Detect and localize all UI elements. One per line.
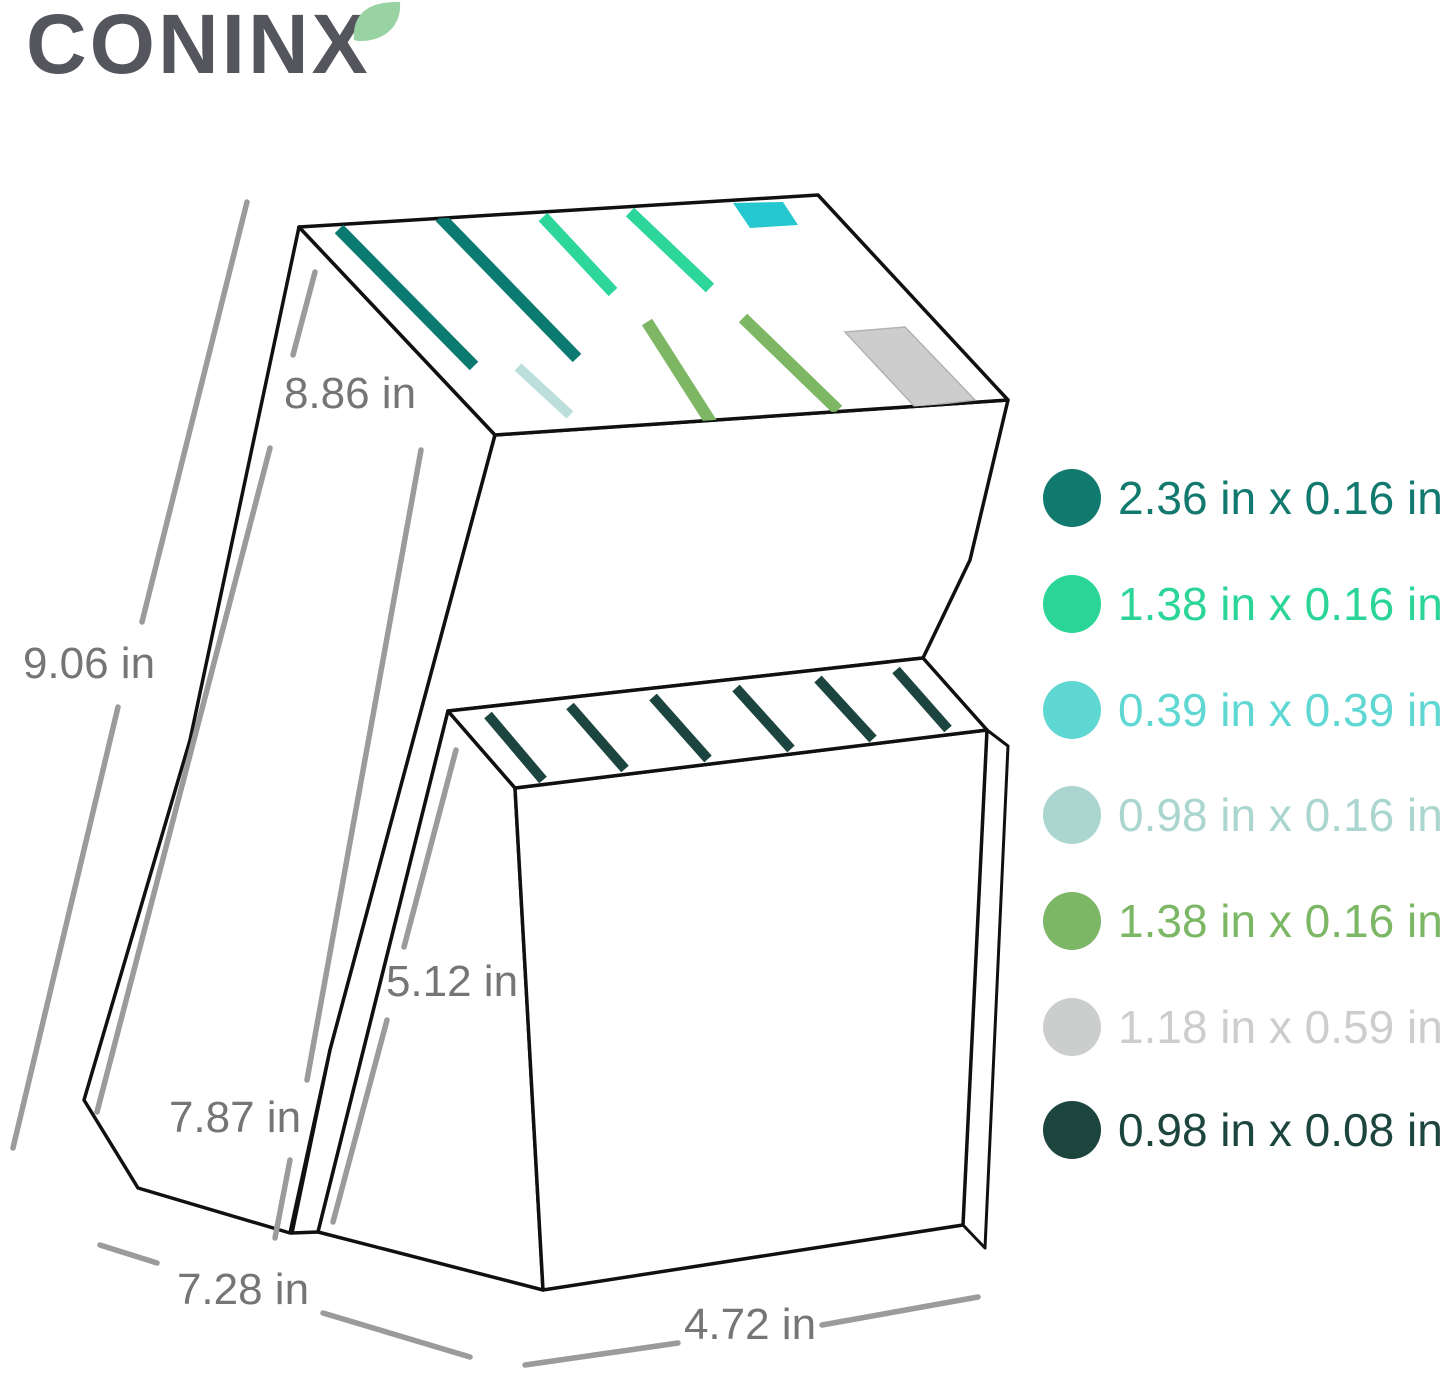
- legend-label: 0.39 in x 0.39 in: [1118, 684, 1443, 736]
- lower-block-top-face: [446, 656, 989, 790]
- steak-knife-slot-1: [484, 711, 547, 784]
- steak-knife-slot-6: [892, 666, 952, 733]
- legend-label: 1.38 in x 0.16 in: [1118, 895, 1443, 947]
- legend-swatch: [1043, 681, 1101, 739]
- brand-logo-text: CONINX: [26, 0, 371, 91]
- sharpener-slot-cyan: [733, 202, 798, 228]
- dimension-line-slant-depth-b: [94, 445, 273, 1115]
- dimension-line-base-width-b: [819, 1294, 981, 1328]
- knife-slot-teal-2: [435, 212, 582, 363]
- steak-knife-slot-2: [566, 702, 629, 773]
- knife-slot-mint-1: [538, 212, 618, 297]
- dimension-line-base-width-a: [522, 1340, 681, 1368]
- dimension-line-base-depth-a: [97, 1242, 160, 1266]
- legend-label: 1.38 in x 0.16 in: [1118, 578, 1443, 630]
- dimension-line-back-height-b: [10, 704, 121, 1151]
- dimension-line-inner-edge-b: [272, 1157, 293, 1241]
- legend-swatch: [1043, 469, 1101, 527]
- legend-item: 0.98 in x 0.16 in: [1043, 786, 1443, 844]
- dimension-label-base-depth: 7.28 in: [176, 1265, 310, 1314]
- dimension-line-front-height-b: [330, 1017, 390, 1225]
- knife-slot-mint-2: [625, 207, 715, 293]
- legend-item: 1.38 in x 0.16 in: [1043, 575, 1443, 633]
- leaf-shape: [353, 1, 401, 42]
- dimension-label-base-width: 4.72 in: [683, 1300, 817, 1349]
- steak-knife-slot-3: [649, 693, 712, 763]
- legend-item: 0.98 in x 0.08 in: [1043, 1101, 1443, 1159]
- dimension-line-inner-edge-a: [304, 447, 424, 1083]
- legend-swatch: [1043, 575, 1101, 633]
- knife-slot-pale-1: [514, 363, 574, 419]
- legend-swatch: [1043, 998, 1101, 1056]
- legend-label: 2.36 in x 0.16 in: [1118, 472, 1443, 524]
- legend-item: 0.39 in x 0.39 in: [1043, 681, 1443, 739]
- legend-item: 1.38 in x 0.16 in: [1043, 892, 1443, 950]
- legend-label: 0.98 in x 0.08 in: [1118, 1104, 1443, 1156]
- legend-swatch: [1043, 1101, 1101, 1159]
- dimension-label-back-height: 9.06 in: [22, 639, 156, 688]
- dimension-label-inner-edge: 7.87 in: [168, 1093, 302, 1142]
- legend-swatch: [1043, 892, 1101, 950]
- dimension-line-front-height-a: [401, 747, 459, 950]
- steak-knife-slot-4: [732, 684, 795, 753]
- knife-slot-olive-1: [641, 318, 718, 428]
- legend-item: 2.36 in x 0.16 in: [1043, 469, 1443, 527]
- scissors-slot-gray: [843, 326, 977, 408]
- leaf-icon: [353, 1, 401, 42]
- dimension-label-front-height: 5.12 in: [385, 957, 519, 1006]
- dimension-line-base-depth-b: [320, 1310, 473, 1360]
- steak-knife-slot-5: [814, 675, 877, 743]
- legend-label: 0.98 in x 0.16 in: [1118, 789, 1443, 841]
- knife-slot-teal-1: [334, 224, 479, 371]
- dimension-line-back-height-a: [139, 199, 250, 625]
- legend-item: 1.18 in x 0.59 in: [1043, 998, 1443, 1056]
- lower-block-front-face: [513, 728, 989, 1292]
- knife-slot-olive-2: [738, 313, 843, 415]
- legend-swatch: [1043, 786, 1101, 844]
- dimension-label-slant-depth: 8.86 in: [283, 369, 417, 418]
- legend-label: 1.18 in x 0.59 in: [1118, 1001, 1443, 1053]
- dimension-line-slant-depth-a: [290, 269, 318, 358]
